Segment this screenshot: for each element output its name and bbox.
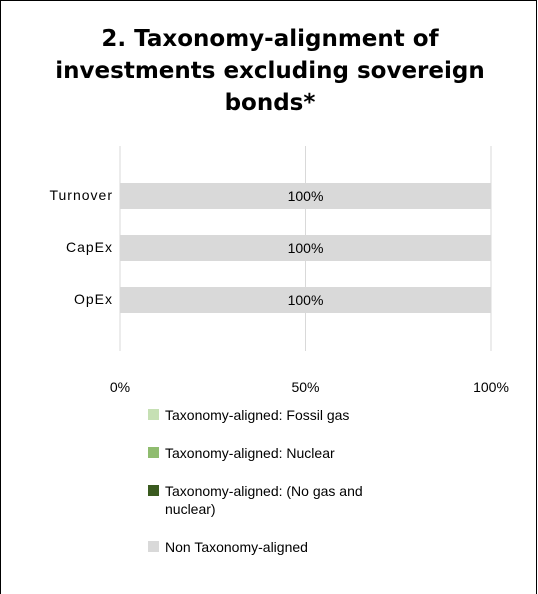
legend-label-0: Taxonomy-aligned: Fossil gas (165, 407, 350, 423)
bar-opex-series-3 (120, 287, 491, 313)
data-label-opex: 100% (288, 292, 324, 308)
legend-item-2: Taxonomy-aligned: (No gas and nuclear) (148, 482, 468, 518)
legend-swatch-3 (148, 541, 159, 552)
legend-swatch-1 (148, 447, 159, 458)
legend-item-1: Taxonomy-aligned: Nuclear (148, 444, 468, 462)
x-tick-label-1: 50% (291, 379, 320, 395)
data-label-capex: 100% (288, 240, 324, 256)
chart-title: 2. Taxonomy-alignment of investments exc… (55, 26, 485, 116)
legend-label-3: Non Taxonomy-aligned (165, 539, 308, 555)
data-label-turnover: 100% (288, 188, 324, 204)
legend-swatch-2 (148, 485, 159, 496)
plot-area: 100% 100% 100% (119, 146, 492, 351)
category-label-turnover: Turnover (49, 187, 113, 203)
bar-capex-series-3 (120, 235, 491, 261)
legend-item-0: Taxonomy-aligned: Fossil gas (148, 406, 468, 424)
legend-item-3: Non Taxonomy-aligned (148, 538, 468, 556)
category-label-opex: OpEx (73, 291, 113, 307)
legend-label-2: Taxonomy-aligned: (No gas and nuclear) (165, 483, 363, 517)
legend-swatch-0 (148, 409, 159, 420)
x-tick-label-2: 100% (473, 379, 509, 395)
bar-turnover-series-3 (120, 183, 491, 209)
legend: Taxonomy-aligned: Fossil gas Taxonomy-ali… (148, 406, 468, 556)
legend-label-1: Taxonomy-aligned: Nuclear (165, 445, 335, 461)
category-label-capex: CapEx (65, 239, 113, 255)
x-tick-label-0: 0% (109, 379, 131, 395)
